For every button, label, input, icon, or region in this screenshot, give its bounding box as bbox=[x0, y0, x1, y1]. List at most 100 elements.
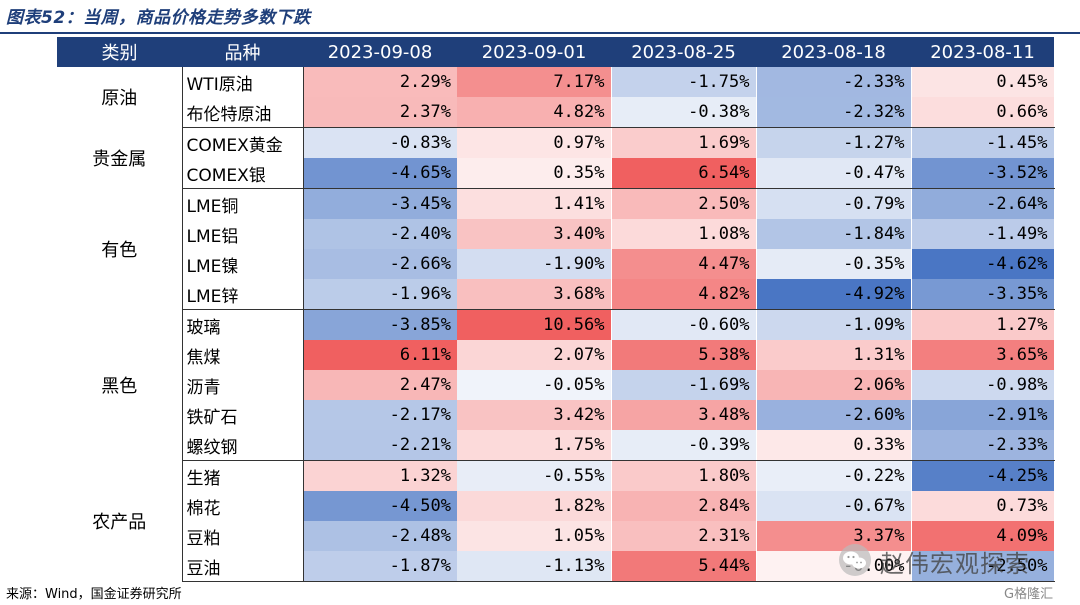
item-cell: 棉花 bbox=[182, 491, 304, 521]
value-cell: -3.85% bbox=[303, 309, 457, 340]
item-cell: 螺纹钢 bbox=[182, 430, 304, 461]
value-cell: 3.40% bbox=[457, 219, 612, 249]
value-cell: -1.09% bbox=[756, 309, 912, 340]
value-cell: -2.50% bbox=[911, 551, 1055, 582]
value-cell: -2.33% bbox=[756, 67, 912, 97]
value-cell: 2.50% bbox=[611, 188, 757, 219]
value-cell: -1.90% bbox=[457, 249, 612, 279]
table-row: 沥青 2.47% -0.05% -1.69% 2.06% -0.98% bbox=[57, 370, 1055, 400]
item-cell: LME铜 bbox=[182, 188, 304, 219]
value-cell: -2.32% bbox=[756, 97, 912, 128]
value-cell: -2.21% bbox=[303, 430, 457, 461]
value-cell: -3.45% bbox=[303, 188, 457, 219]
header-category: 类别 bbox=[57, 37, 182, 67]
value-cell: 1.41% bbox=[457, 188, 612, 219]
table-row: LME铝 -2.40% 3.40% 1.08% -1.84% -1.49% bbox=[57, 219, 1055, 249]
value-cell: -0.22% bbox=[756, 460, 912, 491]
header-date-3: 2023-08-25 bbox=[611, 37, 756, 67]
value-cell: -2.17% bbox=[303, 400, 457, 430]
value-cell: -3.52% bbox=[911, 158, 1055, 189]
value-cell: 5.44% bbox=[611, 551, 757, 582]
value-cell: 1.32% bbox=[303, 460, 457, 491]
value-cell: 2.47% bbox=[303, 370, 457, 400]
category-cell: 有色 bbox=[57, 188, 183, 310]
table-row: 豆油 -1.87% -1.13% 5.44% -0.00% -2.50% bbox=[57, 551, 1055, 582]
table-row: 铁矿石 -2.17% 3.42% 3.48% -2.60% -2.91% bbox=[57, 400, 1055, 430]
value-cell: 1.31% bbox=[756, 340, 912, 370]
value-cell: 2.84% bbox=[611, 491, 757, 521]
value-cell: 0.97% bbox=[457, 127, 612, 158]
item-cell: 布伦特原油 bbox=[182, 97, 304, 128]
value-cell: 2.31% bbox=[611, 521, 757, 551]
value-cell: -0.05% bbox=[457, 370, 612, 400]
watermark-text: 赵伟宏观探索 bbox=[880, 550, 1030, 578]
value-cell: -2.40% bbox=[303, 219, 457, 249]
source-note: 来源：Wind，国金证券研究所 bbox=[6, 587, 182, 602]
item-cell: LME锌 bbox=[182, 279, 304, 310]
table-row: LME镍 -2.66% -1.90% 4.47% -0.35% -4.62% bbox=[57, 249, 1055, 279]
value-cell: -1.45% bbox=[911, 127, 1055, 158]
value-cell: -0.83% bbox=[303, 127, 457, 158]
table-body: 原油 WTI原油 2.29% 7.17% -1.75% -2.33% 0.45% 布伦特原油 2… bbox=[57, 67, 1055, 582]
item-cell: 沥青 bbox=[182, 370, 304, 400]
value-cell: 1.75% bbox=[457, 430, 612, 461]
table-row: 农产品 生猪 1.32% -0.55% 1.80% -0.22% -4.25% bbox=[57, 460, 1055, 582]
value-cell: -0.79% bbox=[756, 188, 912, 219]
corner-watermark: G格隆汇 bbox=[1004, 587, 1054, 602]
value-cell: 2.07% bbox=[457, 340, 612, 370]
value-cell: -1.87% bbox=[303, 551, 457, 582]
value-cell: -2.33% bbox=[911, 430, 1055, 461]
item-cell: 玻璃 bbox=[182, 309, 304, 340]
value-cell: 4.09% bbox=[911, 521, 1055, 551]
value-cell: -2.64% bbox=[911, 188, 1055, 219]
table-row: 焦煤 6.11% 2.07% 5.38% 1.31% 3.65% bbox=[57, 340, 1055, 370]
commodity-price-table: 类别 品种 2023-09-08 2023-09-01 2023-08-25 2… bbox=[57, 37, 1055, 582]
value-cell: 2.29% bbox=[303, 67, 457, 97]
value-cell: 0.66% bbox=[911, 97, 1055, 128]
category-cell: 贵金属 bbox=[57, 127, 183, 189]
value-cell: -4.65% bbox=[303, 158, 457, 189]
value-cell: 3.48% bbox=[611, 400, 757, 430]
value-cell: 0.33% bbox=[756, 430, 912, 461]
value-cell: -1.96% bbox=[303, 279, 457, 310]
value-cell: 4.82% bbox=[457, 97, 612, 128]
value-cell: -0.39% bbox=[611, 430, 757, 461]
value-cell: -2.66% bbox=[303, 249, 457, 279]
value-cell: -4.25% bbox=[911, 460, 1055, 491]
table-row: 有色 LME铜 -3.45% 1.41% 2.50% -0.79% -2.64% bbox=[57, 188, 1055, 310]
table-row: 布伦特原油 2.37% 4.82% -0.38% -2.32% 0.66% bbox=[57, 97, 1055, 128]
table-row: 黑色 玻璃 -3.85% 10.56% -0.60% -1.09% 1.27% bbox=[57, 309, 1055, 461]
table-row: 螺纹钢 -2.21% 1.75% -0.39% 0.33% -2.33% bbox=[57, 430, 1055, 461]
value-cell: 3.37% bbox=[756, 521, 912, 551]
value-cell: -0.47% bbox=[756, 158, 912, 189]
value-cell: -0.55% bbox=[457, 460, 612, 491]
header-row: 类别 品种 2023-09-08 2023-09-01 2023-08-25 2… bbox=[57, 37, 1054, 67]
table-row: 贵金属 COMEX黄金 -0.83% 0.97% 1.69% -1.27% -1.45% bbox=[57, 127, 1055, 189]
header-date-4: 2023-08-18 bbox=[756, 37, 911, 67]
item-cell: WTI原油 bbox=[182, 67, 304, 97]
table-row: 棉花 -4.50% 1.82% 2.84% -0.67% 0.73% bbox=[57, 491, 1055, 521]
value-cell: -1.75% bbox=[611, 67, 757, 97]
value-cell: -2.48% bbox=[303, 521, 457, 551]
wechat-icon bbox=[839, 544, 871, 576]
value-cell: 2.06% bbox=[756, 370, 912, 400]
value-cell: -4.50% bbox=[303, 491, 457, 521]
header-date-2: 2023-09-01 bbox=[457, 37, 611, 67]
item-cell: 焦煤 bbox=[182, 340, 304, 370]
value-cell: 1.69% bbox=[611, 127, 757, 158]
value-cell: 1.27% bbox=[911, 309, 1055, 340]
value-cell: -1.69% bbox=[611, 370, 757, 400]
value-cell: 0.35% bbox=[457, 158, 612, 189]
table-row: COMEX银 -4.65% 0.35% 6.54% -0.47% -3.52% bbox=[57, 158, 1055, 189]
item-cell: 豆粕 bbox=[182, 521, 304, 551]
value-cell: 10.56% bbox=[457, 309, 612, 340]
value-cell: -1.84% bbox=[756, 219, 912, 249]
value-cell: -0.98% bbox=[911, 370, 1055, 400]
item-cell: COMEX银 bbox=[182, 158, 304, 189]
value-cell: 0.73% bbox=[911, 491, 1055, 521]
value-cell: 7.17% bbox=[457, 67, 612, 97]
value-cell: -0.35% bbox=[756, 249, 912, 279]
value-cell: 3.68% bbox=[457, 279, 612, 310]
value-cell: -2.91% bbox=[911, 400, 1055, 430]
value-cell: 4.82% bbox=[611, 279, 757, 310]
